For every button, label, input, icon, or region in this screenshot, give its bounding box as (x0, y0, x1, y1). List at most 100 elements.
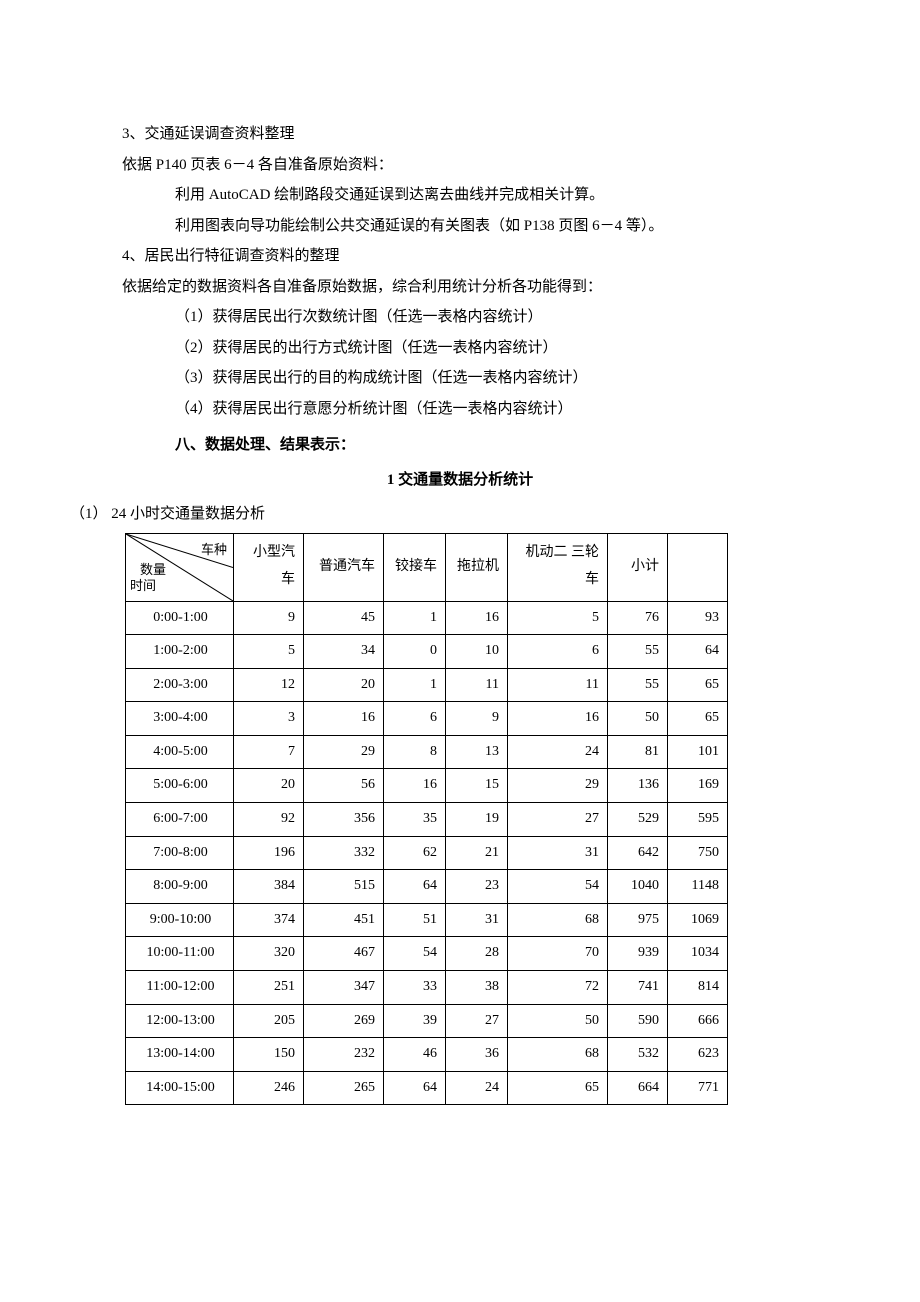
data-cell: 50 (608, 702, 668, 736)
data-cell: 10 (446, 635, 508, 669)
data-cell: 8 (384, 735, 446, 769)
data-cell: 347 (304, 971, 384, 1005)
table-row: 9:00-10:003744515131689751069 (126, 903, 728, 937)
data-cell: 741 (608, 971, 668, 1005)
data-cell: 27 (508, 803, 608, 837)
data-cell: 6 (384, 702, 446, 736)
table-row: 7:00-8:00196332622131642750 (126, 836, 728, 870)
data-cell: 20 (304, 668, 384, 702)
data-cell: 34 (304, 635, 384, 669)
time-cell: 1:00-2:00 (126, 635, 234, 669)
data-cell: 29 (508, 769, 608, 803)
data-cell: 55 (608, 635, 668, 669)
data-cell: 31 (508, 836, 608, 870)
data-cell: 169 (668, 769, 728, 803)
data-cell: 664 (608, 1071, 668, 1105)
para-item-4: （4）获得居民出行意愿分析统计图（任选一表格内容统计） (70, 395, 850, 424)
table-row: 8:00-9:0038451564235410401148 (126, 870, 728, 904)
data-cell: 24 (446, 1071, 508, 1105)
data-cell: 9 (446, 702, 508, 736)
data-cell: 750 (668, 836, 728, 870)
table-row: 4:00-5:007298132481101 (126, 735, 728, 769)
time-cell: 13:00-14:00 (126, 1038, 234, 1072)
subsection-1: （1） 24 小时交通量数据分析 (70, 500, 850, 529)
time-cell: 4:00-5:00 (126, 735, 234, 769)
time-cell: 10:00-11:00 (126, 937, 234, 971)
col-header-6: 小计 (608, 533, 668, 601)
data-cell: 55 (608, 668, 668, 702)
data-cell: 65 (508, 1071, 608, 1105)
time-cell: 2:00-3:00 (126, 668, 234, 702)
data-cell: 642 (608, 836, 668, 870)
section-8-heading: 八、数据处理、结果表示： (70, 431, 850, 460)
table-row: 14:00-15:00246265642465664771 (126, 1071, 728, 1105)
table-row: 2:00-3:001220111115565 (126, 668, 728, 702)
data-cell: 532 (608, 1038, 668, 1072)
data-cell: 16 (384, 769, 446, 803)
data-cell: 623 (668, 1038, 728, 1072)
data-cell: 81 (608, 735, 668, 769)
data-cell: 232 (304, 1038, 384, 1072)
data-cell: 64 (384, 870, 446, 904)
data-cell: 9 (234, 601, 304, 635)
data-cell: 666 (668, 1004, 728, 1038)
data-cell: 93 (668, 601, 728, 635)
data-cell: 33 (384, 971, 446, 1005)
data-cell: 29 (304, 735, 384, 769)
data-cell: 771 (668, 1071, 728, 1105)
data-cell: 529 (608, 803, 668, 837)
data-cell: 24 (508, 735, 608, 769)
data-cell: 72 (508, 971, 608, 1005)
data-cell: 205 (234, 1004, 304, 1038)
para-3: 3、交通延误调查资料整理 (70, 120, 850, 149)
data-cell: 320 (234, 937, 304, 971)
table-row: 12:00-13:00205269392750590666 (126, 1004, 728, 1038)
para-autocad: 利用 AutoCAD 绘制路段交通延误到达离去曲线并完成相关计算。 (70, 181, 850, 210)
data-cell: 16 (446, 601, 508, 635)
col-header-1: 小型汽车 (234, 533, 304, 601)
data-cell: 595 (668, 803, 728, 837)
table-row: 5:00-6:002056161529136169 (126, 769, 728, 803)
data-cell: 31 (446, 903, 508, 937)
data-cell: 246 (234, 1071, 304, 1105)
data-cell: 50 (508, 1004, 608, 1038)
data-cell: 51 (384, 903, 446, 937)
data-cell: 384 (234, 870, 304, 904)
data-cell: 251 (234, 971, 304, 1005)
data-cell: 19 (446, 803, 508, 837)
time-cell: 7:00-8:00 (126, 836, 234, 870)
data-cell: 374 (234, 903, 304, 937)
data-cell: 7 (234, 735, 304, 769)
table-row: 10:00-11:003204675428709391034 (126, 937, 728, 971)
data-cell: 15 (446, 769, 508, 803)
time-cell: 11:00-12:00 (126, 971, 234, 1005)
data-cell: 36 (446, 1038, 508, 1072)
data-cell: 1040 (608, 870, 668, 904)
para-item-3: （3）获得居民出行的目的构成统计图（任选一表格内容统计） (70, 364, 850, 393)
table-row: 13:00-14:00150232463668532623 (126, 1038, 728, 1072)
col-header-4: 拖拉机 (446, 533, 508, 601)
data-cell: 1148 (668, 870, 728, 904)
time-cell: 9:00-10:00 (126, 903, 234, 937)
data-cell: 65 (668, 668, 728, 702)
data-cell: 62 (384, 836, 446, 870)
diag-header-cell: 车种 数量 时间 (126, 533, 234, 601)
time-cell: 5:00-6:00 (126, 769, 234, 803)
data-cell: 975 (608, 903, 668, 937)
data-cell: 64 (384, 1071, 446, 1105)
data-cell: 56 (304, 769, 384, 803)
data-cell: 150 (234, 1038, 304, 1072)
para-4: 4、居民出行特征调查资料的整理 (70, 242, 850, 271)
data-cell: 64 (668, 635, 728, 669)
table-row: 1:00-2:0053401065564 (126, 635, 728, 669)
data-cell: 11 (508, 668, 608, 702)
data-cell: 92 (234, 803, 304, 837)
time-cell: 14:00-15:00 (126, 1071, 234, 1105)
data-cell: 28 (446, 937, 508, 971)
col-header-5: 机动二 三轮车 (508, 533, 608, 601)
para-chart-wizard: 利用图表向导功能绘制公共交通延误的有关图表（如 P138 页图 6－4 等）。 (70, 212, 850, 241)
time-cell: 0:00-1:00 (126, 601, 234, 635)
data-cell: 54 (508, 870, 608, 904)
data-cell: 136 (608, 769, 668, 803)
data-cell: 0 (384, 635, 446, 669)
